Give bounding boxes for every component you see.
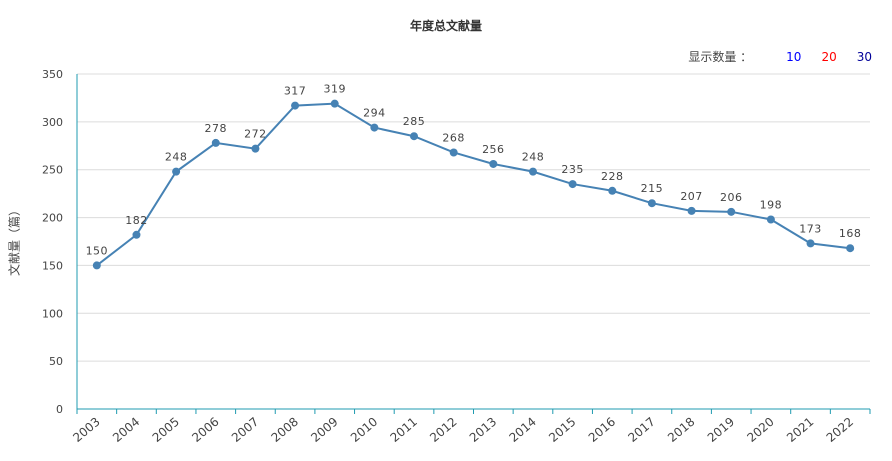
y-tick-label: 250 bbox=[42, 164, 63, 177]
data-point bbox=[370, 123, 379, 132]
x-tick-label: 2022 bbox=[824, 415, 856, 445]
x-tick-label: 2010 bbox=[348, 415, 380, 445]
data-label: 256 bbox=[482, 143, 505, 156]
data-point bbox=[846, 244, 855, 253]
data-label: 168 bbox=[839, 227, 862, 240]
x-tick-label: 2015 bbox=[546, 415, 578, 445]
data-point bbox=[727, 207, 736, 216]
chart-title: 年度总文献量 bbox=[409, 19, 482, 33]
data-point bbox=[766, 215, 775, 224]
data-label: 248 bbox=[522, 151, 545, 164]
data-point bbox=[806, 239, 815, 248]
x-tick-label: 2018 bbox=[665, 415, 697, 445]
x-tick-label: 2006 bbox=[189, 415, 221, 445]
data-point bbox=[449, 148, 458, 157]
data-point bbox=[568, 180, 577, 189]
data-label: 206 bbox=[720, 191, 743, 204]
x-tick-label: 2008 bbox=[269, 415, 301, 445]
y-tick-label: 150 bbox=[42, 259, 63, 272]
data-point bbox=[608, 186, 617, 195]
y-tick-label: 50 bbox=[49, 355, 63, 368]
data-point bbox=[528, 167, 537, 176]
x-tick-label: 2016 bbox=[586, 415, 618, 445]
data-label: 235 bbox=[561, 163, 584, 176]
x-tick-label: 2011 bbox=[388, 415, 420, 445]
data-point bbox=[172, 167, 181, 176]
y-tick-label: 0 bbox=[56, 403, 63, 416]
data-label: 285 bbox=[403, 115, 426, 128]
data-label: 228 bbox=[601, 170, 624, 183]
data-point bbox=[251, 144, 260, 153]
data-label: 182 bbox=[125, 214, 148, 227]
data-point bbox=[489, 159, 498, 168]
data-point bbox=[647, 199, 656, 208]
data-point bbox=[291, 101, 300, 110]
data-point bbox=[410, 132, 419, 141]
y-tick-label: 300 bbox=[42, 116, 63, 129]
data-label: 173 bbox=[799, 222, 822, 235]
x-tick-label: 2017 bbox=[625, 415, 657, 445]
data-label: 319 bbox=[323, 83, 346, 96]
data-point bbox=[687, 206, 696, 215]
data-label: 317 bbox=[284, 85, 307, 98]
data-point bbox=[92, 261, 101, 270]
data-label: 215 bbox=[641, 182, 664, 195]
series-line bbox=[96, 102, 851, 267]
x-tick-label: 2004 bbox=[110, 415, 142, 445]
x-tick-label: 2003 bbox=[70, 415, 102, 445]
data-point bbox=[132, 230, 141, 239]
display-count-30-option[interactable]: 30 bbox=[856, 49, 872, 64]
x-tick-label: 2020 bbox=[744, 415, 776, 445]
x-tick-label: 2014 bbox=[507, 415, 539, 445]
y-tick-label: 350 bbox=[42, 68, 63, 81]
y-tick-label: 100 bbox=[42, 307, 63, 320]
data-label: 150 bbox=[86, 244, 109, 257]
display-count-label: 显示数量 ： bbox=[688, 50, 753, 64]
display-count-10-option[interactable]: 10 bbox=[786, 49, 802, 64]
x-tick-label: 2021 bbox=[784, 415, 816, 445]
data-label: 248 bbox=[165, 151, 188, 164]
x-tick-label: 2005 bbox=[150, 415, 182, 445]
x-tick-label: 2013 bbox=[467, 415, 499, 445]
x-tick-label: 2019 bbox=[705, 415, 737, 445]
display-count-control: 显示数量 ： 10 20 30 bbox=[688, 48, 872, 65]
x-tick-label: 2012 bbox=[427, 415, 459, 445]
data-label: 294 bbox=[363, 107, 386, 120]
y-tick-label: 200 bbox=[42, 212, 63, 225]
data-point bbox=[330, 99, 339, 108]
data-point bbox=[211, 138, 220, 147]
data-label: 198 bbox=[760, 198, 783, 211]
x-tick-label: 2007 bbox=[229, 415, 261, 445]
data-label: 278 bbox=[205, 122, 228, 135]
data-label: 207 bbox=[680, 190, 703, 203]
data-label: 268 bbox=[442, 131, 465, 144]
data-label: 272 bbox=[244, 128, 267, 141]
display-count-20-option[interactable]: 20 bbox=[821, 49, 837, 64]
x-tick-label: 2009 bbox=[308, 415, 340, 445]
